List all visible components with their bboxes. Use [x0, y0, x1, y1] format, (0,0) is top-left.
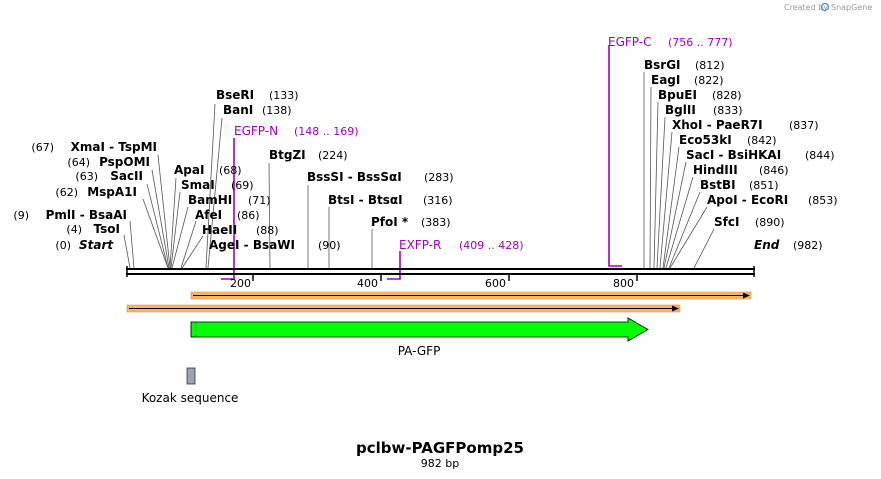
- axis-label-600: 600: [485, 277, 506, 290]
- primer-egfp-c-range: (756 .. 777): [668, 36, 733, 49]
- enzyme-btgzi[interactable]: BtgZI: [269, 148, 306, 162]
- enzyme-agei-pos: (90): [318, 239, 341, 252]
- enzyme-sacii[interactable]: SacII: [110, 169, 143, 183]
- axis-label-200: 200: [230, 277, 251, 290]
- enzyme-sacii-pos: (63): [75, 170, 98, 183]
- enzyme-bani-pos: (138): [262, 104, 292, 117]
- enzyme-mspa1i-pos: (62): [55, 186, 78, 199]
- enzyme-btsi-pos: (316): [423, 194, 453, 207]
- enzyme-apai[interactable]: ApaI: [174, 163, 204, 177]
- plasmid-length: 982 bp: [421, 457, 459, 470]
- enzyme-sfci[interactable]: SfcI: [714, 215, 739, 229]
- enzyme-hindiii-pos: (846): [759, 164, 789, 177]
- enzyme-bsssi-pos: (283): [424, 171, 454, 184]
- enzyme-bseri-pos: (133): [269, 89, 299, 102]
- sequence-backbone: [126, 266, 755, 277]
- enzyme-btgzi-pos: (224): [318, 149, 348, 162]
- axis-label-800: 800: [613, 277, 634, 290]
- enzyme-hindiii[interactable]: HindIII: [693, 163, 738, 177]
- enzyme-afei-pos: (86): [237, 209, 260, 222]
- enzyme-tsoi-pos: (4): [66, 223, 82, 236]
- enzyme-bamhi-pos: (71): [248, 194, 271, 207]
- enzyme-eagi[interactable]: EagI: [651, 73, 680, 87]
- enzyme-bglii-pos: (833): [713, 104, 743, 117]
- enzyme-bani[interactable]: BanI: [223, 103, 253, 117]
- enzyme-bseri[interactable]: BseRI: [216, 88, 254, 102]
- enzyme-pfoi[interactable]: PfoI *: [371, 215, 409, 229]
- enzyme-pspomi-pos: (64): [67, 156, 90, 169]
- pa-gfp-feature-arrow[interactable]: [190, 317, 649, 342]
- enzyme-agei-bsawi[interactable]: AgeI - BsaWI: [209, 238, 295, 252]
- start-label: Start: [79, 238, 114, 252]
- enzyme-bglii[interactable]: BglII: [665, 103, 696, 117]
- enzyme-haeii-pos: (88): [256, 224, 279, 237]
- kozak-label: Kozak sequence: [142, 391, 239, 405]
- snapgene-logo-icon: [820, 2, 830, 12]
- brand-created-by: Created by: [784, 3, 828, 12]
- enzyme-eco53ki[interactable]: Eco53kI: [679, 133, 732, 147]
- primer-egfp-n-mark: [221, 138, 235, 280]
- enzyme-pfoi-pos: (383): [421, 216, 451, 229]
- enzyme-eagi-pos: (822): [694, 74, 724, 87]
- enzyme-bpuei-pos: (828): [712, 89, 742, 102]
- primer-marks: [221, 45, 622, 280]
- primer-egfp-c[interactable]: EGFP-C: [608, 35, 651, 49]
- enzyme-pmli-bsaai[interactable]: PmlI - BsaAI: [46, 208, 127, 222]
- orf-bar-secondary[interactable]: [126, 304, 681, 313]
- end-label: End: [754, 238, 780, 252]
- primer-egfp-n-range: (148 .. 169): [294, 125, 359, 138]
- enzyme-connectors: [123, 72, 715, 269]
- orf-bar-forward[interactable]: [190, 291, 752, 300]
- enzyme-bstbi-pos: (851): [749, 179, 779, 192]
- pa-gfp-start-marker: [190, 321, 197, 338]
- primer-exfp-r-range: (409 .. 428): [459, 239, 524, 252]
- enzyme-bsrgi-pos: (812): [695, 59, 725, 72]
- enzyme-eco53ki-pos: (842): [747, 134, 777, 147]
- enzyme-apoi[interactable]: ApoI - EcoRI: [707, 193, 788, 207]
- enzyme-tsoi[interactable]: TsoI: [94, 222, 120, 236]
- pa-gfp-label: PA-GFP: [398, 344, 441, 358]
- enzyme-pmli-pos: (9): [13, 209, 29, 222]
- enzyme-bsrgi[interactable]: BsrGI: [644, 58, 681, 72]
- primer-exfp-r[interactable]: EXFP-R: [399, 238, 441, 252]
- enzyme-xhoi[interactable]: XhoI - PaeR7I: [672, 118, 763, 132]
- brand-name: SnapGene: [831, 3, 872, 12]
- enzyme-xmai-tspmi[interactable]: XmaI - TspMI: [71, 140, 157, 154]
- axis-ticks: [252, 274, 638, 281]
- enzyme-saci-pos: (844): [805, 149, 835, 162]
- enzyme-apoi-pos: (853): [808, 194, 838, 207]
- primer-egfp-c-mark: [608, 45, 622, 267]
- enzyme-mspa1i[interactable]: MspA1I: [87, 185, 137, 199]
- enzyme-xmai-pos: (67): [31, 141, 54, 154]
- axis-label-400: 400: [357, 277, 378, 290]
- enzyme-afei[interactable]: AfeI: [195, 208, 222, 222]
- enzyme-bamhi[interactable]: BamHI: [188, 193, 232, 207]
- start-pos: (0): [55, 239, 71, 252]
- enzyme-btsi[interactable]: BtsI - BtsαI: [328, 193, 403, 207]
- enzyme-sfci-pos: (890): [755, 216, 785, 229]
- kozak-feature[interactable]: [186, 367, 196, 385]
- enzyme-smai-pos: (69): [231, 179, 254, 192]
- enzyme-smai[interactable]: SmaI: [181, 178, 215, 192]
- enzyme-apai-pos: (68): [219, 164, 242, 177]
- enzyme-pspomi[interactable]: PspOMI: [99, 155, 150, 169]
- enzyme-bpuei[interactable]: BpuEI: [658, 88, 697, 102]
- end-pos: (982): [793, 239, 823, 252]
- enzyme-saci[interactable]: SacI - BsiHKAI: [686, 148, 781, 162]
- enzyme-haeii[interactable]: HaeII: [202, 223, 237, 237]
- enzyme-bstbi[interactable]: BstBI: [700, 178, 736, 192]
- plasmid-title: pclbw-PAGFPomp25: [356, 439, 524, 457]
- primer-exfp-r-mark: [387, 251, 401, 280]
- enzyme-bsssi[interactable]: BssSI - BssSαI: [307, 170, 402, 184]
- enzyme-xhoi-pos: (837): [789, 119, 819, 132]
- primer-egfp-n[interactable]: EGFP-N: [234, 124, 278, 138]
